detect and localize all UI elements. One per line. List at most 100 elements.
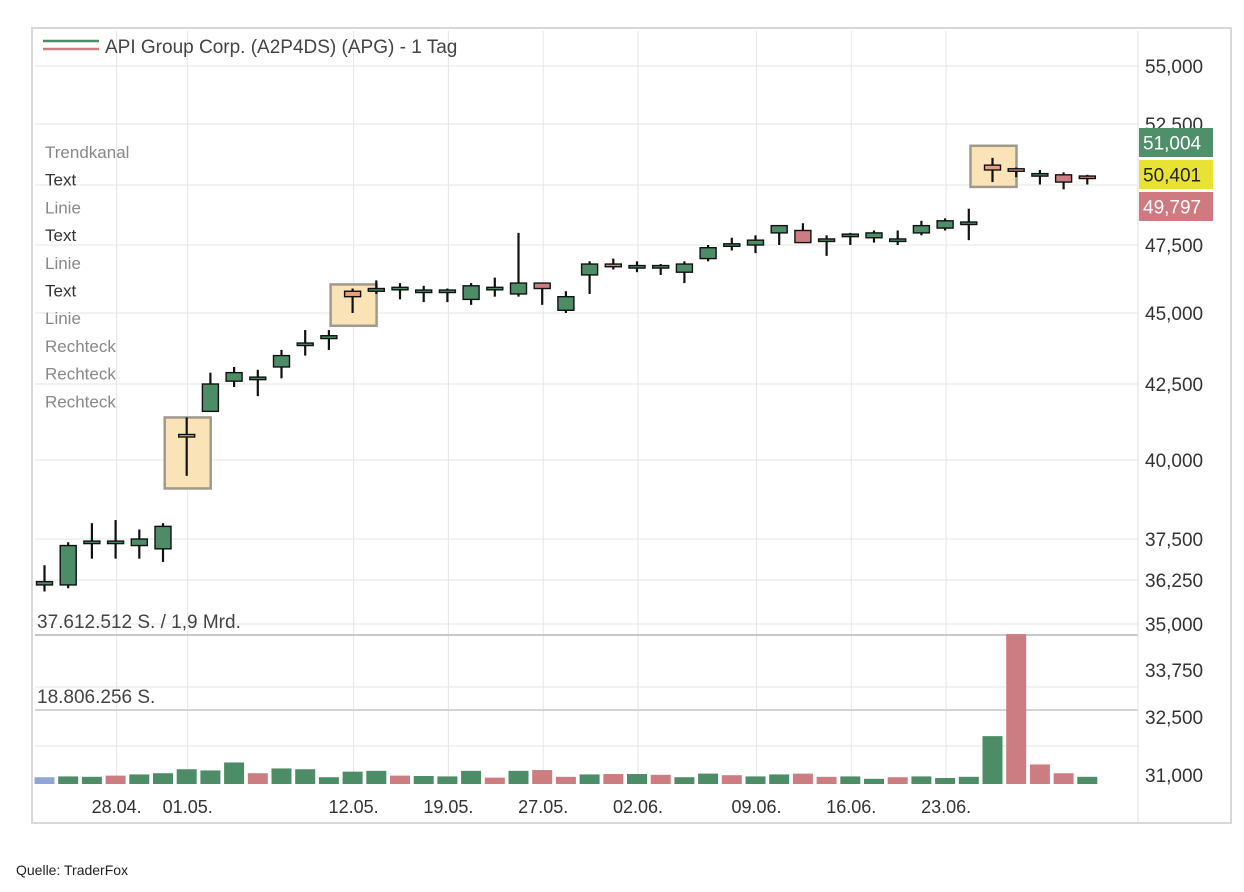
candle[interactable] <box>1031 169 1049 185</box>
menu-item[interactable]: Text <box>45 171 76 190</box>
candle[interactable] <box>320 330 338 350</box>
candle[interactable] <box>699 245 717 262</box>
volume-bar <box>935 778 956 784</box>
volume-bar <box>508 770 529 784</box>
menu-item[interactable]: Rechteck <box>45 337 116 356</box>
volume-bar <box>816 776 837 784</box>
highlight-rectangles <box>163 144 1018 490</box>
candle[interactable] <box>296 330 314 356</box>
candle[interactable] <box>106 520 125 559</box>
volume-bar <box>887 777 908 784</box>
candle[interactable] <box>130 529 149 559</box>
volume-bar <box>982 736 1003 784</box>
candle[interactable] <box>652 264 670 275</box>
price-axis-label: 42,500 <box>1145 375 1203 396</box>
volume-bar <box>745 776 766 784</box>
menu-item[interactable]: Text <box>45 282 76 301</box>
candle[interactable] <box>415 285 433 303</box>
volume-bar <box>366 770 387 784</box>
candle-body <box>296 342 314 347</box>
volume-bar <box>200 770 221 784</box>
volume-bar <box>555 776 576 784</box>
candle[interactable] <box>604 258 622 270</box>
candle[interactable] <box>770 224 788 245</box>
candle[interactable] <box>628 261 646 273</box>
candle[interactable] <box>201 372 220 413</box>
menu-item[interactable]: Trendkanal <box>45 143 129 162</box>
candle[interactable] <box>1054 172 1073 190</box>
candle-body <box>367 287 385 292</box>
candle[interactable] <box>367 280 385 294</box>
candle[interactable] <box>1078 174 1097 185</box>
candle[interactable] <box>817 235 836 256</box>
candle[interactable] <box>936 218 954 231</box>
price-badge-label: 50,401 <box>1143 166 1201 187</box>
date-axis-label: 27.05. <box>518 797 568 817</box>
menu-item[interactable]: Linie <box>45 254 81 273</box>
candle-body <box>83 540 101 545</box>
candle[interactable] <box>675 261 694 284</box>
candle[interactable] <box>889 230 907 245</box>
volume-bar <box>532 770 553 784</box>
menu-item[interactable]: Linie <box>45 309 81 328</box>
candle[interactable] <box>272 349 291 379</box>
candle-body <box>983 164 1002 171</box>
candle-body <box>320 335 338 340</box>
volume-bar <box>958 776 979 784</box>
candle-body <box>154 525 172 550</box>
candle-body <box>794 229 812 244</box>
candle[interactable] <box>912 220 931 236</box>
date-axis-label: 19.05. <box>423 797 473 817</box>
volume-bar <box>342 771 363 784</box>
candle[interactable] <box>249 369 267 397</box>
candle[interactable] <box>35 565 54 592</box>
volume-bar <box>176 769 197 784</box>
volume-bar <box>840 776 861 784</box>
volume-half-label: 18.806.256 S. <box>37 687 155 708</box>
candle[interactable] <box>983 157 1002 183</box>
candle[interactable] <box>533 282 551 305</box>
candle-body <box>675 263 694 273</box>
candle[interactable] <box>59 542 77 589</box>
candle-body <box>249 376 267 381</box>
candle[interactable] <box>462 283 480 305</box>
candle[interactable] <box>154 523 172 562</box>
price-badge <box>1139 160 1213 189</box>
candle-body <box>865 232 883 239</box>
candle-body <box>960 221 978 226</box>
candle[interactable] <box>746 235 765 254</box>
price-badge <box>1139 192 1213 221</box>
date-axis-label: 23.06. <box>921 797 971 817</box>
candle[interactable] <box>83 523 101 559</box>
menu-item[interactable]: Text <box>45 226 76 245</box>
candle[interactable] <box>177 417 196 476</box>
candle-body <box>723 243 741 248</box>
candle[interactable] <box>960 208 978 241</box>
candle[interactable] <box>391 283 409 300</box>
menu-item[interactable]: Rechteck <box>45 392 116 411</box>
volume-bar <box>81 776 102 784</box>
menu-item[interactable]: Rechteck <box>45 365 116 384</box>
candle-body <box>770 224 788 234</box>
candle[interactable] <box>557 291 575 313</box>
candle[interactable] <box>794 223 812 244</box>
volume-axis-label: 31,000 <box>1145 766 1203 787</box>
candle[interactable] <box>723 237 741 251</box>
price-badges: 51,004 50,401 49,797 <box>1139 128 1213 221</box>
candle[interactable] <box>1007 167 1025 178</box>
candle[interactable] <box>865 230 883 243</box>
candle[interactable] <box>225 366 243 388</box>
candle-body <box>438 289 457 294</box>
candlestick-chart[interactable]: API Group Corp. (A2P4DS) (APG) - 1 Tag Tr… <box>33 29 1230 822</box>
volume-bar <box>153 773 173 784</box>
date-axis-label: 09.06. <box>731 797 781 817</box>
candle[interactable] <box>343 288 362 313</box>
menu-item[interactable]: Linie <box>45 198 81 217</box>
candle[interactable] <box>509 232 528 297</box>
candle[interactable] <box>438 288 457 303</box>
candle[interactable] <box>841 232 859 245</box>
candle[interactable] <box>580 261 599 294</box>
volume-bar <box>318 777 339 784</box>
candle[interactable] <box>486 277 504 297</box>
volume-bar <box>224 762 245 784</box>
